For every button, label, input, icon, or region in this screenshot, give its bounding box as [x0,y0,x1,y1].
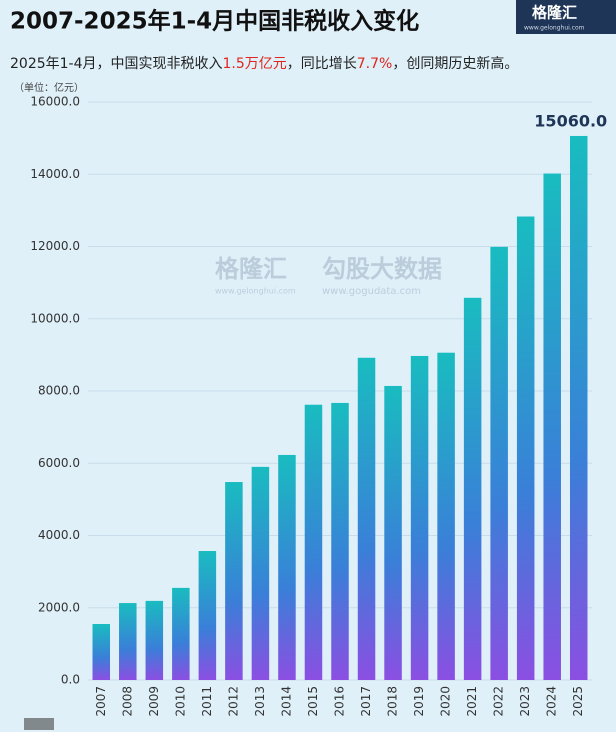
bar [145,600,164,680]
bar [543,173,561,680]
bar [304,404,323,680]
bar [331,402,349,680]
x-tick-label: 2008 [120,686,134,717]
x-tick-label: 2024 [545,686,559,717]
bar [251,466,270,680]
y-tick-label: 8000.0 [38,384,80,398]
x-tick-label: 2023 [518,686,532,717]
y-tick-label: 6000.0 [38,456,80,470]
x-tick-label: 2010 [173,686,187,717]
x-tick-label: 2017 [359,686,373,717]
x-tick-label: 2022 [492,686,506,717]
y-tick-label: 0.0 [61,673,80,687]
x-tick-label: 2025 [571,686,585,717]
x-tick-label: 2011 [200,686,214,717]
x-tick-label: 2009 [147,686,161,717]
x-tick-label: 2012 [226,686,240,717]
bar [357,357,376,680]
y-tick-label: 16000.0 [30,95,80,109]
bar [198,551,217,680]
bar [569,135,588,680]
x-tick-label: 2014 [279,686,293,717]
watermark: 格隆汇 www.gelonghui.com 勾股大数据 www.gogudata… [215,255,442,297]
bar [172,587,190,680]
x-tick-label: 2018 [386,686,400,717]
y-tick-label: 12000.0 [30,239,80,253]
subtitle: 2025年1-4月，中国实现非税收入1.5万亿元，同比增长7.7%，创同期历史新… [10,55,518,72]
y-tick-label: 10000.0 [30,311,80,325]
bar [278,454,296,680]
logo-url: www.gelonghui.com [524,25,585,32]
x-tick-label: 2016 [333,686,347,717]
value-label: 15060.0 [534,111,607,130]
subtitle-part: 7.7% [357,56,393,72]
x-tick-label: 2015 [306,686,320,717]
unit-label: （单位：亿元） [14,81,84,94]
bar [490,246,508,680]
watermark-brand-url: www.gelonghui.com [215,287,296,296]
logo-box [516,0,616,34]
x-tick-label: 2007 [94,686,108,717]
x-tick-label: 2013 [253,686,267,717]
bar [92,624,111,680]
logo: 格隆汇 www.gelonghui.com [516,0,616,34]
watermark-source: 勾股大数据 [322,255,442,283]
qr-code [24,718,54,730]
bar [410,355,429,680]
x-tick-label: 2019 [412,686,426,717]
y-tick-label: 4000.0 [38,528,80,542]
bar [225,482,243,680]
watermark-brand: 格隆汇 [215,255,287,283]
x-tick-label: 2020 [439,686,453,717]
subtitle-part: 1.5万亿元 [223,56,287,72]
chart-title: 2007-2025年1-4月中国非税收入变化 [10,8,419,35]
y-tick-label: 14000.0 [30,167,80,181]
bar [119,603,137,680]
bar [384,385,402,680]
bar [463,297,482,680]
subtitle-part: 2025年1-4月，中国实现非税收入 [10,56,223,72]
bar [437,352,455,680]
subtitle-part: ，同比增长 [287,56,357,72]
logo-name: 格隆汇 [532,4,577,22]
x-tick-label: 2021 [465,686,479,717]
subtitle-part: ，创同期历史新高。 [392,55,518,72]
bar [516,216,535,681]
y-tick-label: 2000.0 [38,600,80,614]
watermark-source-url: www.gogudata.com [322,286,421,297]
